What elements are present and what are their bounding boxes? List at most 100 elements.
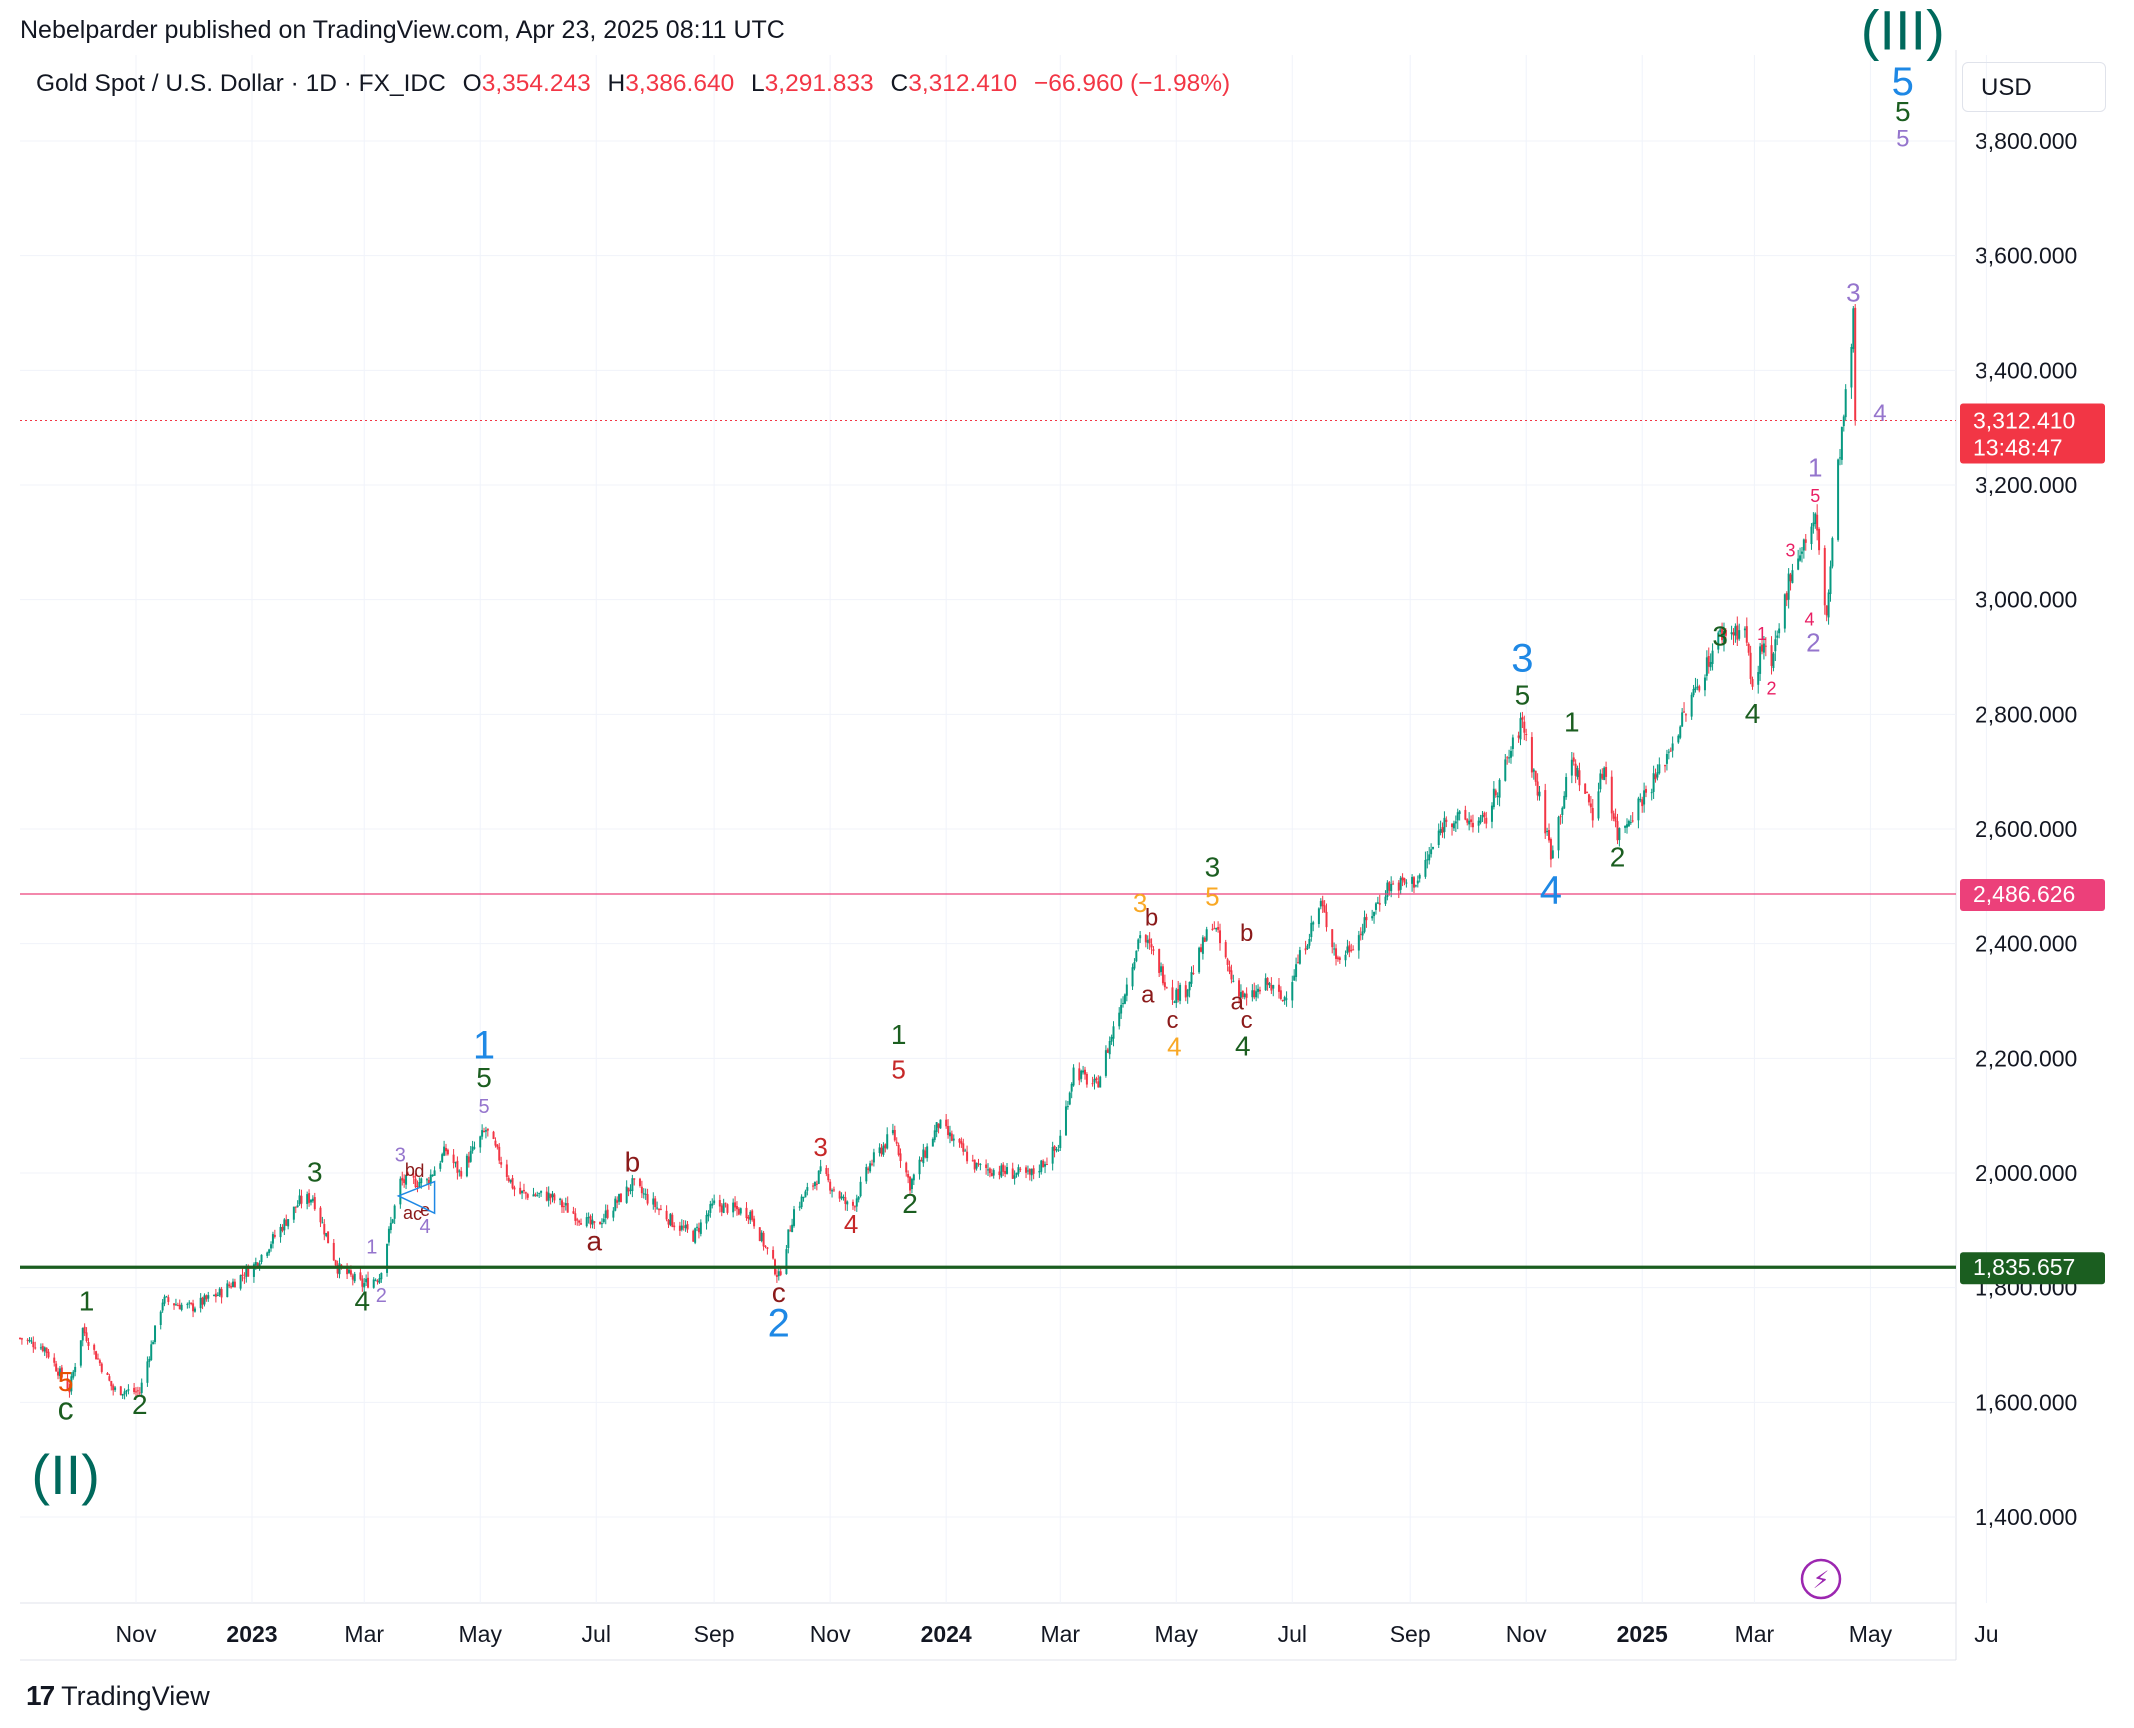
- candle-body: [1559, 816, 1562, 818]
- candle-body: [1584, 783, 1587, 794]
- triangle-drawing: [396, 1180, 436, 1215]
- y-tick-label: 2,600.000: [1975, 816, 2077, 842]
- candle-body: [1530, 737, 1533, 773]
- candle-body: [1576, 768, 1579, 777]
- candle-body: [433, 1170, 436, 1176]
- bolt-glyph: ⚡: [1813, 1567, 1830, 1594]
- candle-body: [513, 1187, 516, 1190]
- candle-body: [1517, 735, 1520, 738]
- candle-body: [1492, 788, 1495, 808]
- candle-body: [414, 1178, 417, 1188]
- candle-body: [526, 1194, 529, 1198]
- candle-body: [136, 1390, 139, 1392]
- candle-body: [760, 1232, 763, 1241]
- candle-body: [718, 1200, 721, 1207]
- candle-body: [1629, 822, 1632, 824]
- candle-body: [1325, 911, 1328, 928]
- candle-body: [1656, 772, 1659, 778]
- candle-body: [319, 1207, 322, 1223]
- x-tick-label: Mar: [1040, 1621, 1080, 1647]
- y-tick-label: 1,400.000: [1975, 1504, 2077, 1530]
- x-tick-label: May: [1849, 1621, 1893, 1647]
- symbol-title[interactable]: Gold Spot / U.S. Dollar · 1D · FX_IDC: [36, 70, 446, 97]
- price-tag-label: 1,835.657: [1973, 1254, 2075, 1280]
- candle-body: [1403, 878, 1406, 883]
- candle-body: [909, 1176, 912, 1191]
- candle-body: [1641, 799, 1644, 807]
- candle-body: [374, 1279, 377, 1281]
- candle-body: [465, 1155, 468, 1177]
- candle-body: [439, 1163, 442, 1169]
- candle-body: [1519, 718, 1522, 740]
- candle-body: [1053, 1146, 1056, 1151]
- wave-label: 1: [891, 1019, 907, 1050]
- candle-body: [1837, 459, 1840, 540]
- candle-body: [618, 1194, 621, 1202]
- candle-body: [521, 1190, 524, 1194]
- candle-body: [1038, 1170, 1041, 1173]
- candle-body: [1610, 776, 1613, 814]
- candle-body: [176, 1305, 179, 1307]
- candle-body: [361, 1278, 364, 1287]
- x-tick-label: 2024: [921, 1621, 972, 1647]
- candle-body: [1279, 990, 1282, 999]
- candle-body: [1664, 765, 1667, 767]
- candle-body: [880, 1147, 883, 1155]
- candle-body: [1238, 980, 1241, 997]
- candle-body: [378, 1278, 381, 1283]
- currency-button[interactable]: USD: [1962, 62, 2106, 112]
- candle-body: [524, 1192, 527, 1194]
- candle-body: [602, 1218, 605, 1222]
- footer-brand[interactable]: 17 TradingView: [26, 1680, 210, 1712]
- candle-body: [308, 1193, 311, 1203]
- candle-body: [985, 1164, 988, 1168]
- candle-body: [1694, 687, 1697, 690]
- candle-body: [1618, 828, 1621, 840]
- candle-body: [540, 1190, 543, 1193]
- candle-body: [1599, 773, 1602, 790]
- candle-body: [549, 1194, 552, 1199]
- candle-body: [633, 1178, 636, 1180]
- candle-body: [349, 1270, 352, 1275]
- candle-body: [1085, 1073, 1088, 1085]
- candle-body: [230, 1286, 233, 1288]
- candle-body: [988, 1168, 991, 1174]
- candle-body: [446, 1149, 449, 1155]
- candle-body: [294, 1206, 297, 1208]
- candle-body: [1123, 994, 1126, 1004]
- candle-body: [483, 1130, 486, 1132]
- candle-body: [952, 1138, 955, 1141]
- candle-body: [212, 1294, 215, 1296]
- last-price-tag: [1960, 403, 2105, 464]
- candle-body: [745, 1207, 748, 1219]
- candle-body: [391, 1219, 394, 1223]
- candle-body: [1344, 954, 1347, 961]
- candle-body: [199, 1297, 202, 1309]
- candle-body: [416, 1185, 419, 1187]
- candle-body: [638, 1178, 641, 1186]
- candle-body: [311, 1198, 314, 1202]
- candle-body: [231, 1281, 234, 1287]
- wave-label: 1: [1757, 624, 1767, 644]
- candle-body: [1239, 992, 1242, 998]
- candle-body: [1761, 644, 1764, 652]
- wave-label: 3: [1846, 278, 1860, 308]
- candle-body: [1563, 795, 1566, 809]
- candle-body: [114, 1387, 117, 1390]
- candle-body: [1365, 916, 1368, 921]
- candle-body: [456, 1160, 459, 1173]
- candle-body: [1800, 551, 1803, 554]
- candle-body: [1496, 795, 1499, 797]
- candle-body: [1232, 980, 1235, 982]
- candle-body: [1405, 882, 1408, 884]
- candle-body: [296, 1205, 299, 1208]
- candle-body: [1306, 945, 1309, 950]
- candle-body: [1774, 639, 1777, 652]
- candle-body: [1439, 829, 1442, 833]
- wave-label: 2: [902, 1188, 918, 1219]
- candle-body: [119, 1386, 122, 1396]
- wave-label: 4: [1540, 869, 1562, 913]
- candle-body: [1538, 791, 1541, 797]
- wave-label: 1: [473, 1023, 495, 1067]
